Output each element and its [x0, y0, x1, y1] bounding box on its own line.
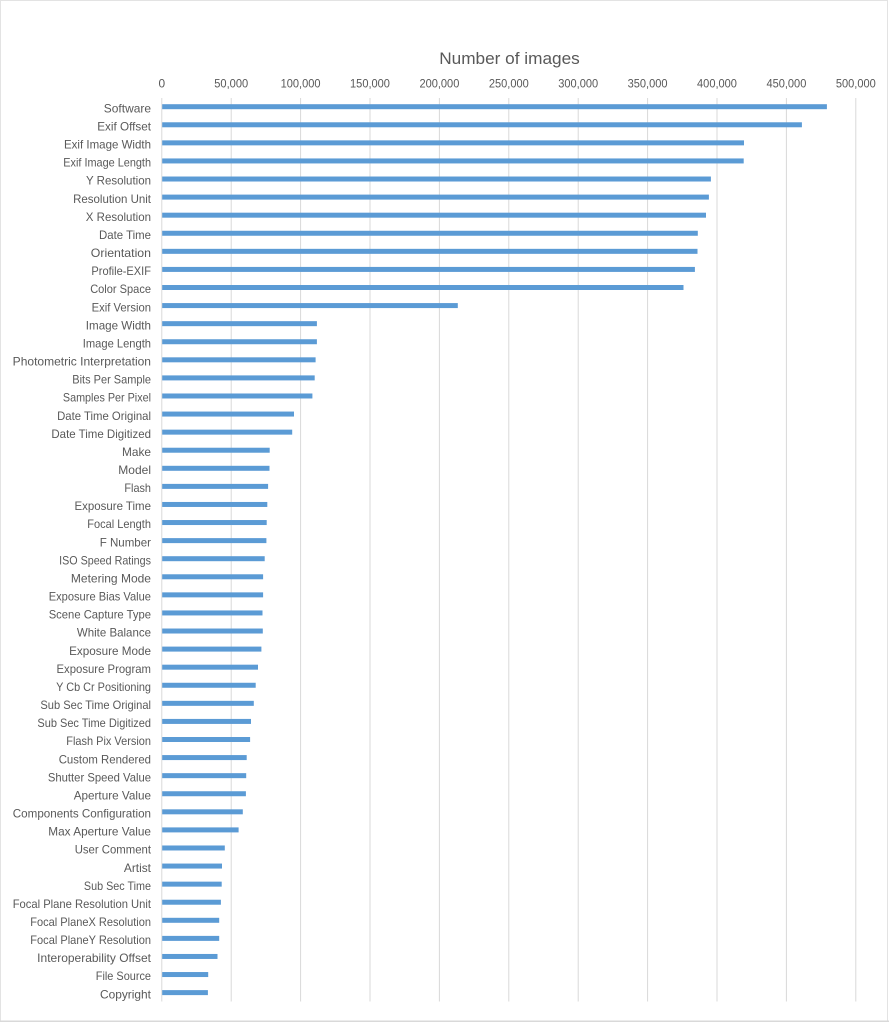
svg-text:Components Configuration: Components Configuration — [13, 807, 151, 821]
svg-text:Image Width: Image Width — [86, 318, 151, 332]
svg-text:Model: Model — [118, 463, 151, 477]
svg-text:400,000: 400,000 — [697, 77, 737, 91]
svg-text:Make: Make — [122, 445, 151, 459]
svg-text:Samples Per Pixel: Samples Per Pixel — [63, 391, 151, 405]
svg-text:Aperture Value: Aperture Value — [74, 788, 152, 802]
svg-text:150,000: 150,000 — [350, 77, 390, 91]
svg-text:Sub Sec Time Digitized: Sub Sec Time Digitized — [37, 716, 151, 730]
svg-text:200,000: 200,000 — [419, 77, 459, 91]
svg-text:250,000: 250,000 — [489, 77, 529, 91]
svg-text:Photometric Interpretation: Photometric Interpretation — [13, 355, 151, 369]
svg-text:Orientation: Orientation — [91, 246, 151, 260]
svg-text:Resolution Unit: Resolution Unit — [73, 192, 152, 206]
svg-text:Sub Sec Time Original: Sub Sec Time Original — [40, 698, 151, 712]
svg-text:Profile-EXIF: Profile-EXIF — [91, 264, 151, 278]
svg-text:Focal PlaneX Resolution: Focal PlaneX Resolution — [30, 915, 151, 929]
svg-text:White Balance: White Balance — [77, 626, 152, 640]
svg-text:0: 0 — [158, 77, 165, 91]
svg-text:Number of images: Number of images — [439, 50, 580, 68]
svg-text:Flash: Flash — [124, 481, 151, 495]
svg-text:Metering Mode: Metering Mode — [71, 571, 152, 585]
svg-text:Color Space: Color Space — [90, 282, 151, 296]
svg-text:Focal Plane Resolution Unit: Focal Plane Resolution Unit — [13, 897, 152, 911]
svg-text:350,000: 350,000 — [628, 77, 668, 91]
svg-text:F Number: F Number — [100, 535, 151, 549]
svg-text:File Source: File Source — [96, 969, 152, 983]
svg-text:Max Aperture Value: Max Aperture Value — [48, 825, 151, 839]
svg-text:450,000: 450,000 — [766, 77, 806, 91]
svg-text:Image Length: Image Length — [83, 336, 151, 350]
svg-text:User Comment: User Comment — [75, 843, 152, 857]
svg-text:Scene Capture Type: Scene Capture Type — [49, 608, 152, 622]
svg-text:Date Time: Date Time — [99, 228, 151, 242]
svg-text:Exposure Bias Value: Exposure Bias Value — [49, 590, 152, 604]
svg-text:Artist: Artist — [124, 861, 152, 875]
svg-text:Y Resolution: Y Resolution — [86, 174, 151, 188]
svg-text:Y Cb Cr Positioning: Y Cb Cr Positioning — [56, 680, 151, 694]
svg-text:Date Time Digitized: Date Time Digitized — [51, 427, 151, 441]
svg-text:Exposure Mode: Exposure Mode — [69, 644, 151, 658]
svg-text:Exif Image Width: Exif Image Width — [64, 138, 151, 152]
svg-text:Copyright: Copyright — [100, 987, 152, 1001]
svg-text:Exposure Program: Exposure Program — [57, 662, 152, 676]
svg-text:Bits Per Sample: Bits Per Sample — [72, 373, 151, 387]
svg-text:Custom Rendered: Custom Rendered — [59, 752, 151, 766]
svg-text:Software: Software — [104, 101, 152, 115]
svg-text:ISO Speed Ratings: ISO Speed Ratings — [59, 553, 151, 567]
svg-text:Exif Version: Exif Version — [92, 300, 151, 314]
svg-text:Sub Sec Time: Sub Sec Time — [84, 879, 152, 893]
svg-text:Date Time Original: Date Time Original — [57, 409, 151, 423]
svg-text:Exif Offset: Exif Offset — [97, 119, 152, 133]
svg-text:Interoperability Offset: Interoperability Offset — [37, 951, 152, 965]
svg-text:100,000: 100,000 — [281, 77, 321, 91]
svg-text:Flash Pix Version: Flash Pix Version — [66, 734, 151, 748]
svg-text:Focal Length: Focal Length — [87, 517, 151, 531]
svg-text:Shutter Speed Value: Shutter Speed Value — [48, 770, 152, 784]
svg-text:Exposure Time: Exposure Time — [75, 499, 152, 513]
svg-text:Exif Image Length: Exif Image Length — [63, 156, 151, 170]
svg-text:Focal PlaneY Resolution: Focal PlaneY Resolution — [30, 933, 151, 947]
svg-text:50,000: 50,000 — [214, 77, 248, 91]
svg-text:300,000: 300,000 — [558, 77, 598, 91]
svg-text:500,000: 500,000 — [836, 77, 876, 91]
svg-text:X Resolution: X Resolution — [86, 210, 151, 224]
